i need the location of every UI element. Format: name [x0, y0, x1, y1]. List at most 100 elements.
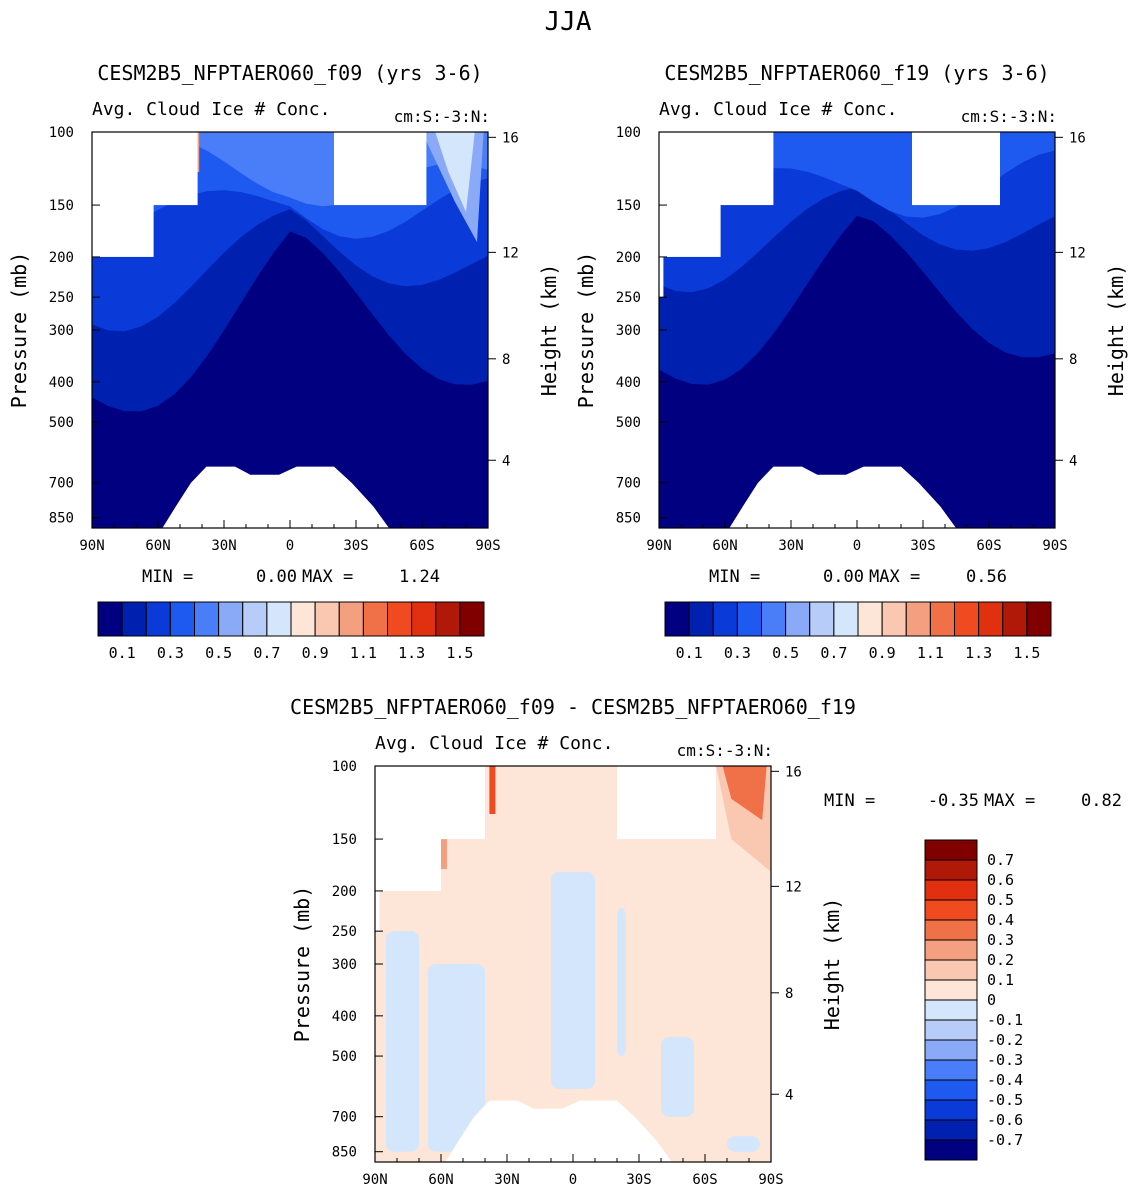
- y-tick-label: 400: [49, 375, 74, 391]
- colorbar: 0.1 0.3 0.5 0.7 0.9 1.1 1.3 1.5: [664, 601, 1052, 662]
- chart-subtitle-left: Avg. Cloud Ice # Conc.: [92, 99, 330, 120]
- colorbar-swatch: [881, 601, 907, 637]
- colorbar-swatch: [736, 601, 762, 637]
- y-tick-label: 850: [332, 1145, 357, 1161]
- colorbar-label: 0.1: [109, 644, 136, 662]
- colorbar-label: -0.1: [987, 1011, 1023, 1029]
- colorbar-label: 0.5: [205, 644, 232, 662]
- colorbar-label: 0.9: [302, 644, 329, 662]
- colorbar-swatch: [924, 1019, 978, 1041]
- y-tick-label: 300: [49, 323, 74, 339]
- max-label: MAX =: [302, 567, 353, 587]
- colorbar-label: 0.6: [987, 871, 1014, 889]
- colorbar-swatch: [266, 601, 292, 637]
- contour-band: [551, 871, 595, 1089]
- colorbar-label: 1.3: [398, 644, 425, 662]
- colorbar-swatch: [459, 601, 485, 637]
- colorbar-swatch: [314, 601, 340, 637]
- min-label: MIN =: [709, 567, 760, 587]
- colorbar-swatch: [924, 999, 978, 1021]
- colorbar-swatch: [833, 601, 859, 637]
- colorbar-label: 1.1: [917, 644, 944, 662]
- colorbar-label: 1.1: [350, 644, 377, 662]
- min-value: 0.00: [256, 567, 297, 587]
- colorbar-label: 0.3: [157, 644, 184, 662]
- chart-panel-3: CESM2B5_NFPTAERO60_f09 - CESM2B5_NFPTAER…: [290, 695, 1122, 1188]
- y-tick-label: 150: [616, 198, 641, 214]
- colorbar-label: 0.3: [987, 931, 1014, 949]
- y2-tick-label: 8: [1069, 352, 1077, 368]
- y-tick-label: 700: [49, 476, 74, 492]
- colorbar-swatch: [857, 601, 883, 637]
- colorbar-swatch: [929, 601, 955, 637]
- colorbar-swatch: [362, 601, 388, 637]
- colorbar-swatch: [242, 601, 268, 637]
- chart-subtitle-right: cm:S:-3:N:: [961, 107, 1057, 126]
- colorbar-swatch: [169, 601, 195, 637]
- colorbar-label: -0.7: [987, 1131, 1023, 1149]
- colorbar-label: 0.7: [987, 851, 1014, 869]
- contour-band: [722, 766, 767, 821]
- x-tick-label: 60S: [692, 1172, 717, 1188]
- surface-mask: [153, 466, 400, 528]
- x-tick-label: 60N: [145, 538, 170, 554]
- max-value: 1.24: [399, 567, 440, 587]
- y2-tick-label: 16: [502, 130, 519, 146]
- colorbar-swatch: [338, 601, 364, 637]
- colorbar-swatch: [924, 1139, 978, 1161]
- x-tick-label: 60N: [712, 538, 737, 554]
- x-tick-label: 30N: [494, 1172, 519, 1188]
- colorbar-swatch: [924, 1039, 978, 1061]
- chart-title: CESM2B5_NFPTAERO60_f19 (yrs 3-6): [664, 61, 1049, 85]
- missing-data-mask: [334, 132, 427, 206]
- y-tick-label: 400: [332, 1009, 357, 1025]
- colorbar-swatch: [785, 601, 811, 637]
- colorbar-label: 0.1: [987, 971, 1014, 989]
- y2-axis-label: Height (km): [537, 264, 561, 396]
- max-value: 0.56: [966, 567, 1007, 587]
- colorbar-swatch: [924, 979, 978, 1001]
- colorbar-swatch: [664, 601, 690, 637]
- x-tick-label: 90N: [362, 1172, 387, 1188]
- colorbar-label: 0.5: [772, 644, 799, 662]
- chart-subtitle-right: cm:S:-3:N:: [677, 741, 773, 760]
- x-tick-label: 60N: [428, 1172, 453, 1188]
- colorbar-swatch: [978, 601, 1004, 637]
- y-tick-label: 100: [616, 125, 641, 141]
- x-tick-label: 90N: [646, 538, 671, 554]
- chart-title: CESM2B5_NFPTAERO60_f09 - CESM2B5_NFPTAER…: [290, 695, 856, 719]
- y-tick-label: 250: [616, 290, 641, 306]
- chart-subtitle-right: cm:S:-3:N:: [394, 107, 490, 126]
- chart-subtitle-left: Avg. Cloud Ice # Conc.: [375, 733, 613, 754]
- y2-tick-label: 12: [785, 879, 802, 895]
- colorbar-label: 0: [987, 991, 996, 1009]
- y-tick-label: 200: [49, 250, 74, 266]
- colorbar-swatch: [954, 601, 980, 637]
- y-tick-label: 300: [616, 323, 641, 339]
- contour-band: [617, 908, 626, 1057]
- y-tick-label: 400: [616, 375, 641, 391]
- colorbar-swatch: [194, 601, 220, 637]
- x-tick-label: 30S: [343, 538, 368, 554]
- y-tick-label: 500: [332, 1049, 357, 1065]
- colorbar-swatch: [924, 859, 978, 881]
- colorbar-swatch: [290, 601, 316, 637]
- y-tick-label: 250: [332, 924, 357, 940]
- y-tick-label: 700: [332, 1110, 357, 1126]
- panels: CESM2B5_NFPTAERO60_f09 (yrs 3-6) Avg. Clo…: [7, 61, 1128, 1188]
- colorbar-label: 0.7: [253, 644, 280, 662]
- colorbar: 0.1 0.3 0.5 0.7 0.9 1.1 1.3 1.5: [97, 601, 485, 662]
- colorbar-swatch: [411, 601, 437, 637]
- min-value: -0.35: [928, 791, 979, 811]
- x-tick-label: 60S: [976, 538, 1001, 554]
- x-tick-label: 90N: [79, 538, 104, 554]
- colorbar-label: 0.3: [724, 644, 751, 662]
- colorbar-swatch: [924, 899, 978, 921]
- min-value: 0.00: [823, 567, 864, 587]
- colorbar-swatch: [435, 601, 461, 637]
- colorbar-label: -0.5: [987, 1091, 1023, 1109]
- y-tick-label: 100: [49, 125, 74, 141]
- y2-tick-label: 8: [502, 352, 510, 368]
- colorbar-swatch: [145, 601, 171, 637]
- colorbar-swatch: [688, 601, 714, 637]
